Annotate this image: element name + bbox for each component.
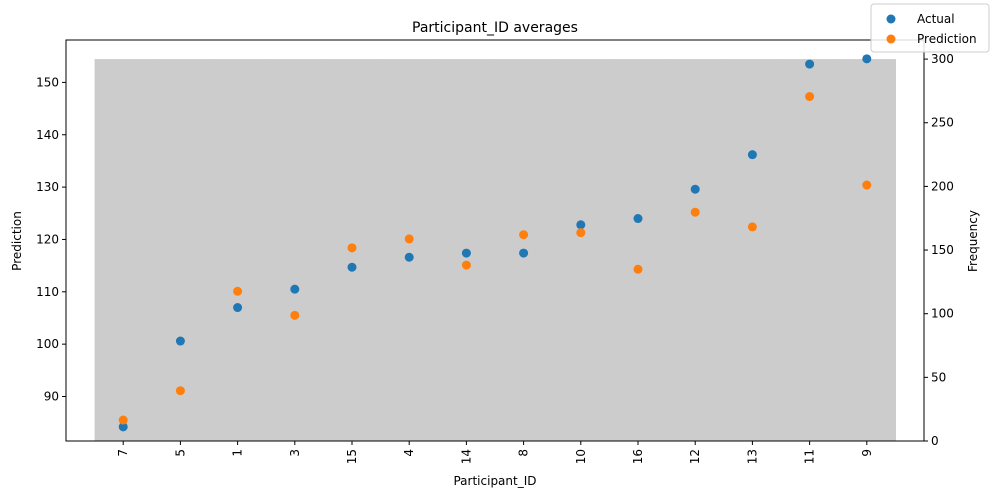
chart-title: Participant_ID averages <box>412 20 578 36</box>
point-actual-4 <box>404 252 414 262</box>
point-actual-11 <box>805 59 815 69</box>
frequency-bar-13 <box>723 59 782 441</box>
frequency-bar-4 <box>380 59 439 441</box>
frequency-bars <box>94 59 896 441</box>
x-tick-label-8: 8 <box>517 449 531 457</box>
frequency-bar-10 <box>552 59 610 441</box>
y2-tick-label-150: 150 <box>931 243 954 257</box>
x-tick-label-9: 9 <box>860 449 874 457</box>
legend-frame <box>870 3 990 53</box>
y2-tick-label-0: 0 <box>931 434 939 448</box>
point-prediction-9 <box>862 180 872 190</box>
point-prediction-16 <box>633 264 643 274</box>
frequency-bar-7 <box>94 59 153 441</box>
frequency-bar-5 <box>151 59 210 441</box>
legend-marker-prediction <box>886 34 896 44</box>
y-tick-label-140: 140 <box>36 128 59 142</box>
legend-marker-actual <box>886 14 896 24</box>
x-tick-label-12: 12 <box>688 449 702 464</box>
x-tick-label-10: 10 <box>574 449 588 464</box>
x-tick-label-11: 11 <box>803 449 817 464</box>
frequency-bar-9 <box>838 59 896 441</box>
point-prediction-12 <box>690 207 700 217</box>
frequency-bar-1 <box>209 59 267 441</box>
y-tick-label-90: 90 <box>44 390 59 404</box>
point-actual-9 <box>862 54 872 64</box>
frequency-bar-3 <box>266 59 324 441</box>
y-tick-label-120: 120 <box>36 232 59 246</box>
point-actual-16 <box>633 214 643 224</box>
point-prediction-15 <box>347 243 357 253</box>
legend: Actual Prediction <box>870 3 990 53</box>
y-axis-label: Prediction <box>10 211 24 271</box>
frequency-bar-12 <box>666 59 725 441</box>
x-tick-label-1: 1 <box>231 449 245 457</box>
point-actual-13 <box>747 150 757 160</box>
point-actual-10 <box>576 220 586 230</box>
y2-tick-label-100: 100 <box>931 307 954 321</box>
point-prediction-1 <box>233 286 243 296</box>
x-tick-label-16: 16 <box>631 449 645 464</box>
x-tick-label-15: 15 <box>345 449 359 464</box>
legend-label-prediction: Prediction <box>917 32 977 46</box>
y2-tick-label-300: 300 <box>931 52 954 66</box>
y2-axis-label: Frequency <box>966 210 980 272</box>
point-actual-7 <box>118 422 128 432</box>
point-actual-1 <box>233 303 243 313</box>
x-axis-label: Participant_ID <box>453 474 536 488</box>
scatter-points <box>118 54 872 432</box>
x-tick-label-14: 14 <box>459 449 473 464</box>
point-actual-5 <box>175 336 185 346</box>
x-tick-label-3: 3 <box>288 449 302 457</box>
legend-label-actual: Actual <box>917 12 955 26</box>
y-tick-label-110: 110 <box>36 285 59 299</box>
point-prediction-10 <box>576 228 586 238</box>
point-prediction-13 <box>747 222 757 232</box>
point-prediction-4 <box>404 234 414 244</box>
y-tick-label-100: 100 <box>36 337 59 351</box>
point-actual-14 <box>461 248 471 258</box>
point-prediction-11 <box>805 92 815 102</box>
point-prediction-5 <box>175 386 185 396</box>
frequency-bar-16 <box>609 59 668 441</box>
x-tick-label-13: 13 <box>745 449 759 464</box>
point-actual-8 <box>519 248 529 258</box>
x-tick-label-5: 5 <box>173 449 187 457</box>
point-prediction-8 <box>519 230 529 240</box>
x-tick-label-4: 4 <box>402 449 416 457</box>
point-prediction-14 <box>461 260 471 270</box>
point-actual-15 <box>347 262 357 272</box>
point-prediction-3 <box>290 310 300 320</box>
plot-frame <box>65 39 925 442</box>
x-tick-label-7: 7 <box>116 449 130 457</box>
y2-tick-label-200: 200 <box>931 179 954 193</box>
y-tick-label-150: 150 <box>36 75 59 89</box>
point-actual-3 <box>290 284 300 294</box>
y2-tick-label-250: 250 <box>931 116 954 130</box>
y2-tick-label-50: 50 <box>931 370 946 384</box>
point-prediction-7 <box>118 415 128 425</box>
frequency-bar-11 <box>781 59 839 441</box>
point-actual-12 <box>690 184 700 194</box>
y-tick-label-130: 130 <box>36 180 59 194</box>
